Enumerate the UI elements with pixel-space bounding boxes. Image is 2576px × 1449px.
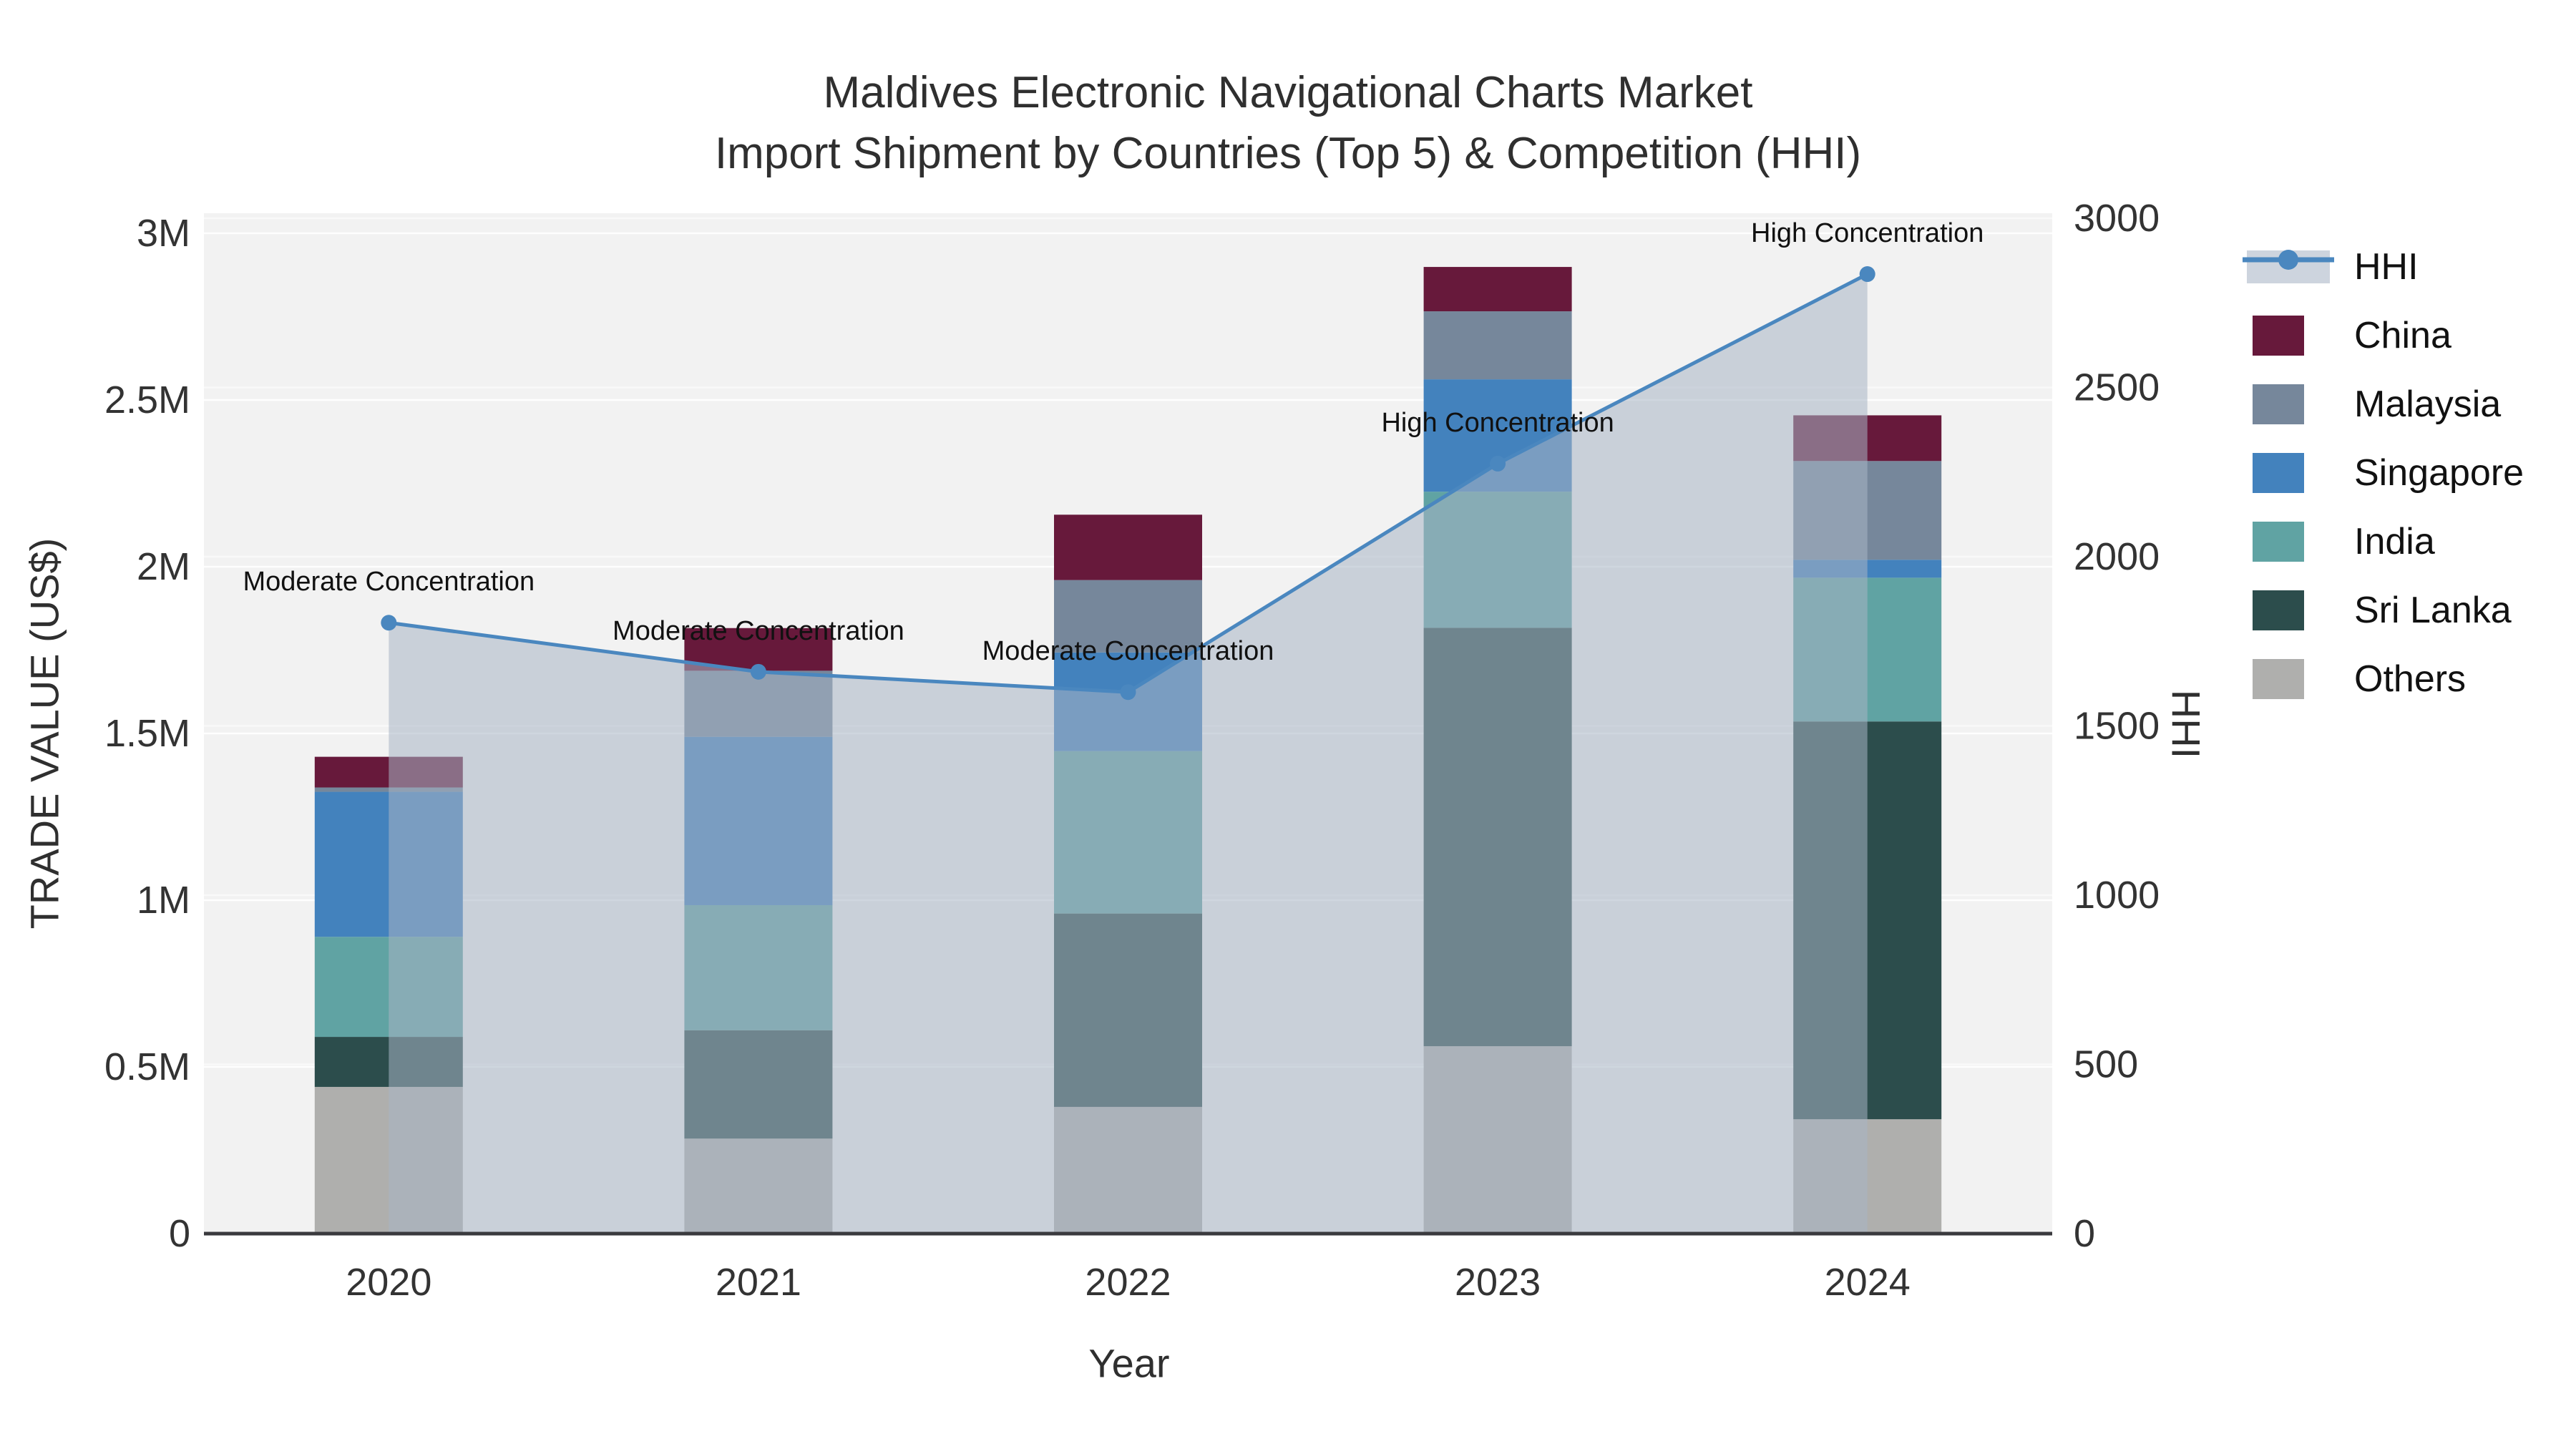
legend-swatch-color xyxy=(2253,384,2304,424)
y-left-tick-2.5M: 2.5M xyxy=(104,379,190,421)
hhi-marker-2023 xyxy=(1490,455,1506,472)
legend-item-singapore[interactable]: Singapore xyxy=(2241,439,2524,507)
legend-swatch-singapore xyxy=(2241,439,2336,507)
y-left-tick-0.5M: 0.5M xyxy=(104,1045,190,1088)
annotation-2021: Moderate Concentration xyxy=(613,616,904,646)
y-left-tick-2M: 2M xyxy=(137,545,190,588)
bar-2023-china xyxy=(1423,267,1572,312)
legend-swatch-color xyxy=(2253,590,2304,630)
legend-item-hhi[interactable]: HHI xyxy=(2241,233,2524,301)
hhi-area-fill xyxy=(389,274,1868,1234)
y-right-tick-500: 500 xyxy=(2074,1043,2138,1086)
y-right-tick-2500: 2500 xyxy=(2074,366,2160,409)
legend-swatch-color xyxy=(2253,453,2304,493)
y-right-tick-0: 0 xyxy=(2074,1212,2095,1255)
y-right-tick-1000: 1000 xyxy=(2074,874,2160,917)
legend-item-others[interactable]: Others xyxy=(2241,645,2524,713)
legend-label-hhi: HHI xyxy=(2354,246,2419,288)
legend-swatch-india xyxy=(2241,507,2336,576)
hhi-marker-2022 xyxy=(1120,684,1136,701)
legend-swatch-color xyxy=(2253,659,2304,699)
annotation-2020: Moderate Concentration xyxy=(243,567,535,597)
x-tick-2020: 2020 xyxy=(346,1261,431,1304)
x-tick-2023: 2023 xyxy=(1455,1261,1541,1304)
hhi-line-icon xyxy=(2241,233,2336,301)
legend-label-others: Others xyxy=(2354,658,2467,700)
x-tick-2022: 2022 xyxy=(1085,1261,1171,1304)
y-right-tick-2000: 2000 xyxy=(2074,535,2160,578)
y-left-tick-1M: 1M xyxy=(137,879,190,922)
y-axis-title: TRADE VALUE (US$) xyxy=(21,537,67,930)
bar-2022-china xyxy=(1054,514,1202,580)
bar-2023-malaysia xyxy=(1423,311,1572,380)
legend-item-sri-lanka[interactable]: Sri Lanka xyxy=(2241,576,2524,645)
y-left-tick-1.5M: 1.5M xyxy=(104,712,190,755)
y-right-tick-3000: 3000 xyxy=(2074,197,2160,240)
annotation-2022: Moderate Concentration xyxy=(982,636,1274,666)
legend-swatch-others xyxy=(2241,645,2336,713)
legend-label-india: India xyxy=(2354,521,2435,562)
legend-item-india[interactable]: India xyxy=(2241,507,2524,576)
chart-title-line2: Import Shipment by Countries (Top 5) & C… xyxy=(714,129,1862,178)
bar-2022-malaysia xyxy=(1054,580,1202,653)
hhi-marker-2020 xyxy=(381,615,397,631)
y-left-tick-3M: 3M xyxy=(137,212,190,255)
legend-swatch-sri-lanka xyxy=(2241,576,2336,645)
x-tick-2021: 2021 xyxy=(716,1261,801,1304)
annotation-2024: High Concentration xyxy=(1751,218,1984,248)
annotation-2023: High Concentration xyxy=(1381,408,1614,438)
y2-axis-title: HHI xyxy=(2163,689,2209,759)
legend: HHI China Malaysia Singapore India Sri Lanka O… xyxy=(2241,233,2524,713)
legend-label-malaysia: Malaysia xyxy=(2354,384,2502,425)
legend-swatch-malaysia xyxy=(2241,370,2336,439)
y-left-tick-0: 0 xyxy=(169,1212,190,1255)
x-tick-2024: 2024 xyxy=(1825,1261,1911,1304)
legend-item-china[interactable]: China xyxy=(2241,301,2524,370)
legend-swatch-china xyxy=(2241,301,2336,370)
hhi-marker-2021 xyxy=(750,663,766,680)
hhi-marker-2024 xyxy=(1859,266,1875,283)
chart-title-line1: Maldives Electronic Navigational Charts … xyxy=(823,68,1753,117)
legend-label-singapore: Singapore xyxy=(2354,452,2524,494)
legend-swatch-color xyxy=(2253,316,2304,356)
x-axis-title: Year xyxy=(1088,1340,1170,1386)
legend-swatch-color xyxy=(2253,522,2304,562)
y-right-tick-1500: 1500 xyxy=(2074,705,2160,748)
legend-label-sri-lanka: Sri Lanka xyxy=(2354,590,2512,631)
legend-label-china: China xyxy=(2354,315,2451,356)
legend-item-malaysia[interactable]: Malaysia xyxy=(2241,370,2524,439)
